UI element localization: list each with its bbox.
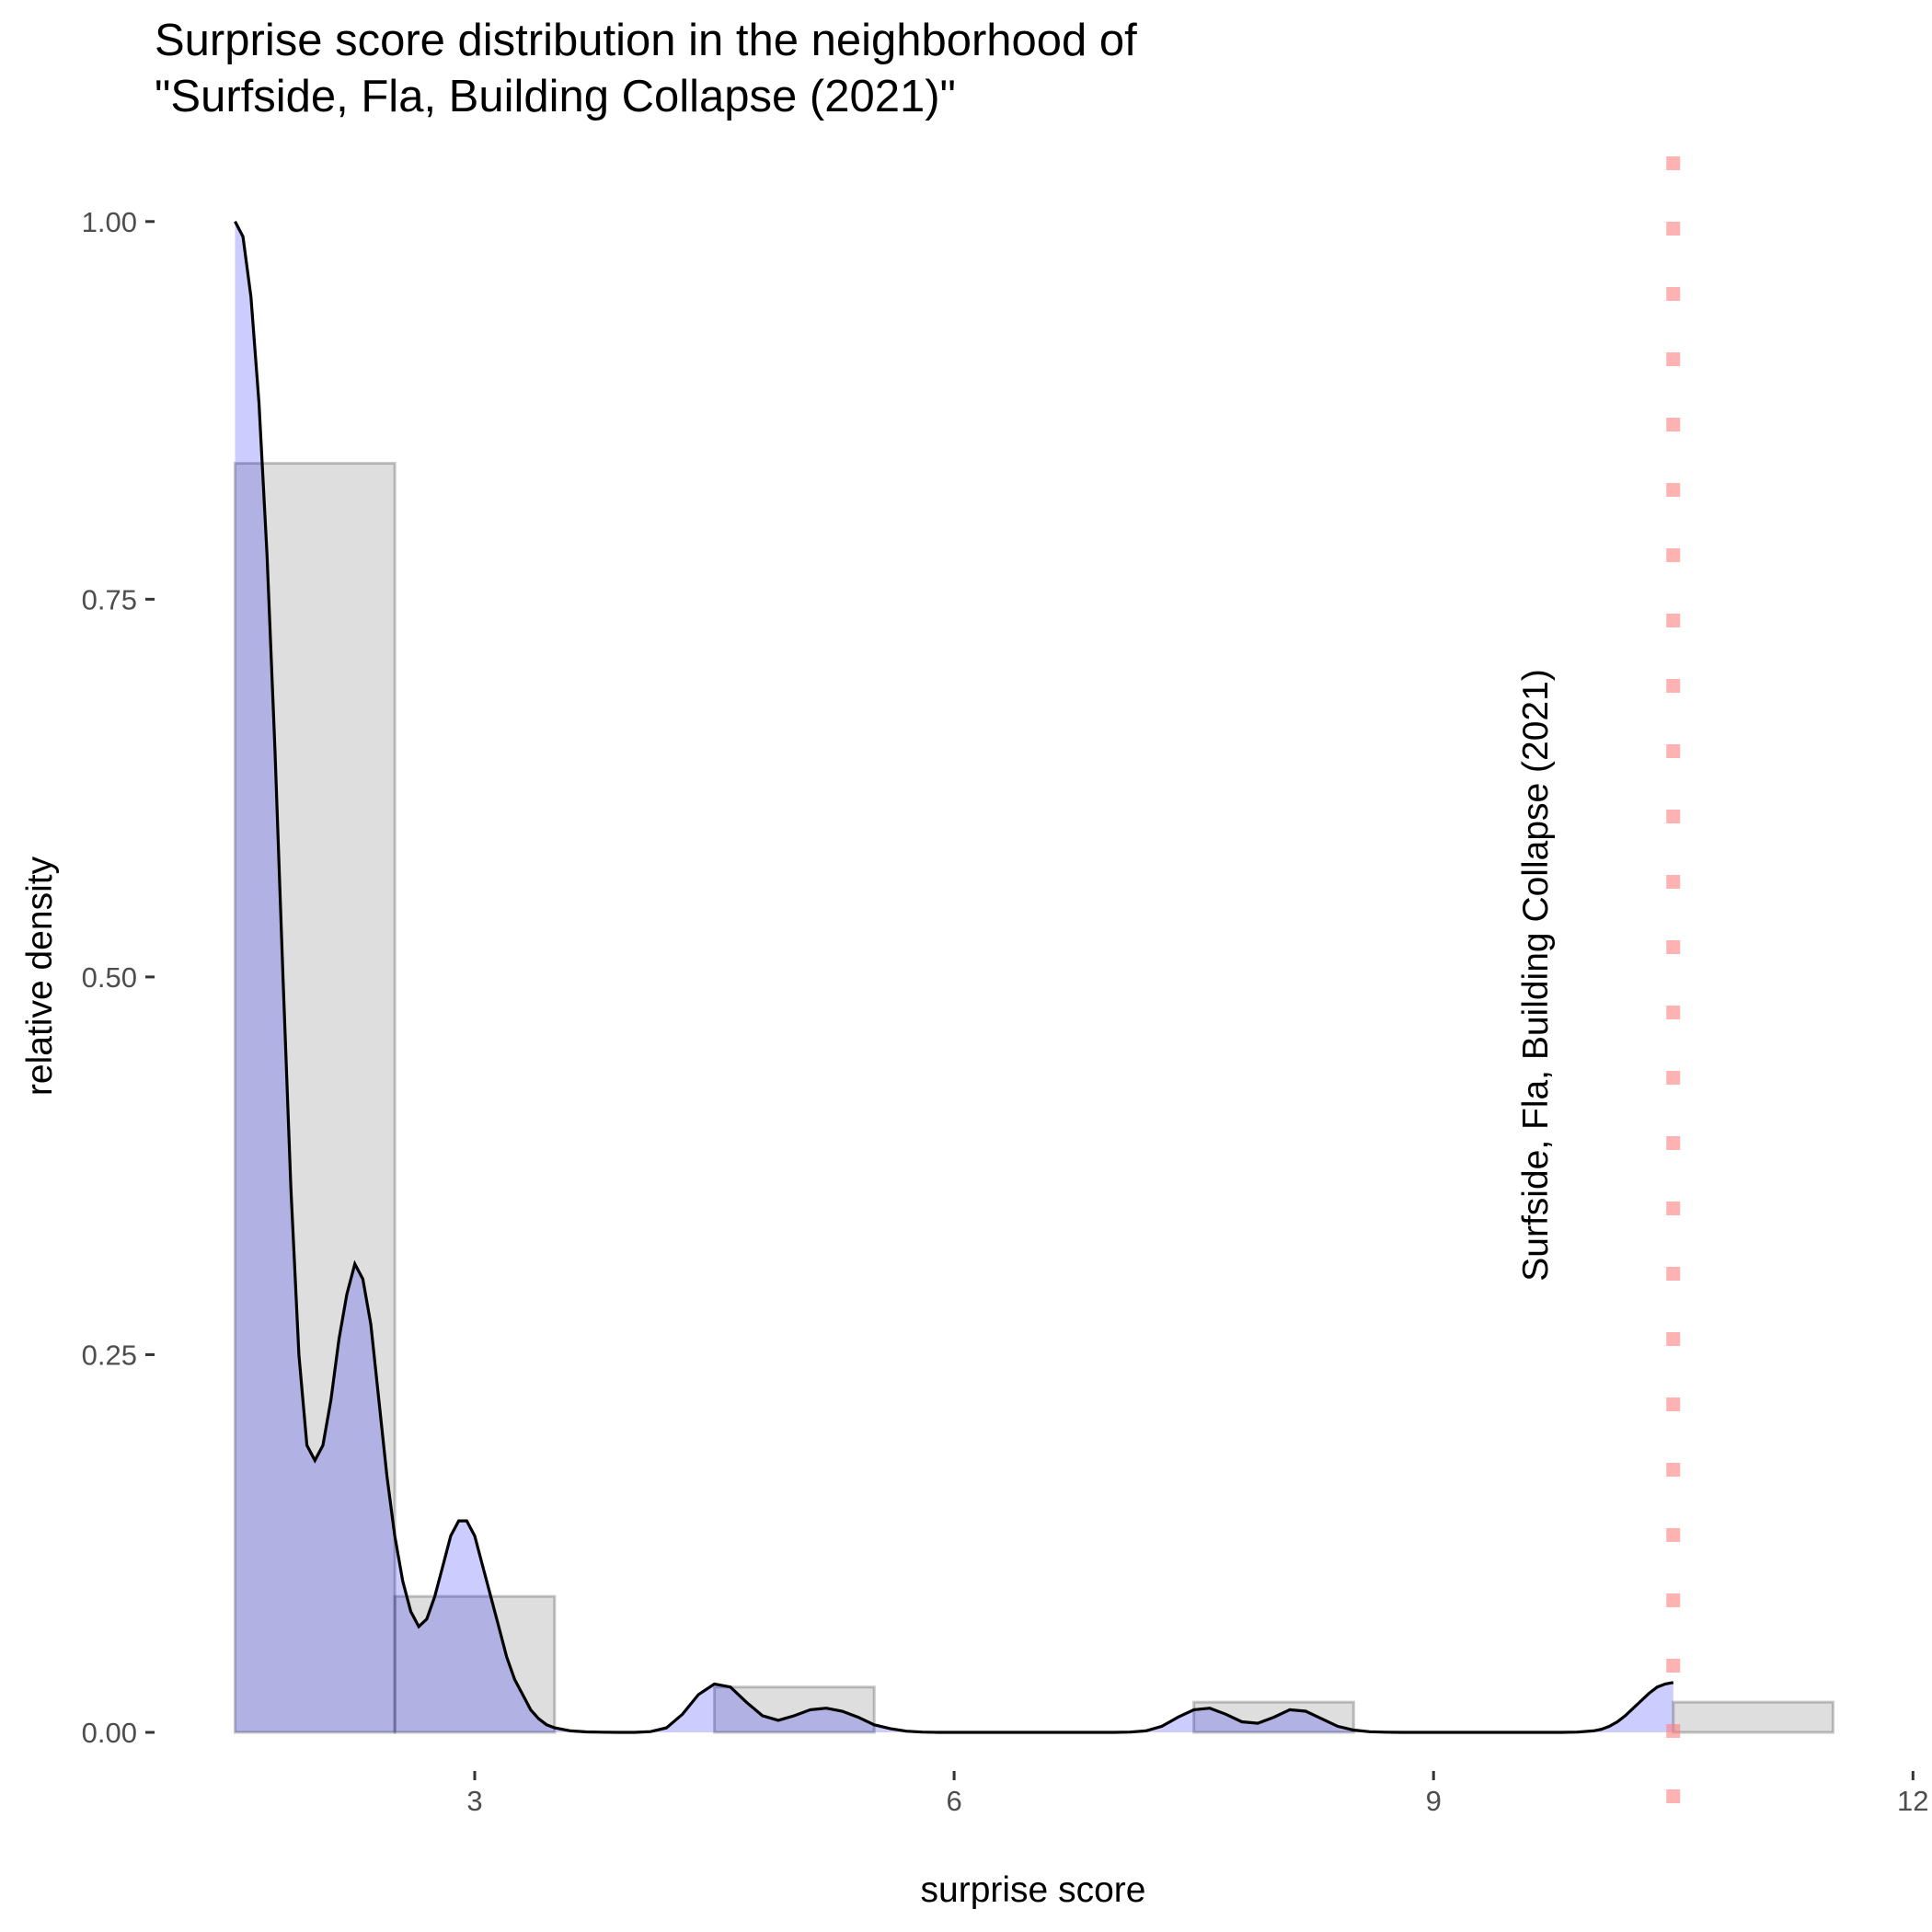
y-tick-label: 0.75	[82, 583, 137, 615]
y-axis-title: relative density	[20, 856, 60, 1096]
x-tick-label: 6	[946, 1785, 961, 1817]
y-tick-label: 0.25	[82, 1339, 137, 1371]
x-tick-label: 3	[466, 1785, 482, 1817]
x-axis: 3 6 9 12	[466, 1771, 1929, 1817]
histogram-bars	[233, 462, 1834, 1734]
reference-line-label: Surfside, Fla, Building Collapse (2021)	[1516, 669, 1556, 1282]
histogram-bar	[233, 462, 397, 1734]
chart-title-line-2: "Surfside, Fla, Building Collapse (2021)…	[155, 72, 956, 121]
y-axis: 0.00 0.25 0.50 0.75 1.00	[82, 206, 155, 1749]
density-curve-group	[234, 221, 1674, 1734]
histogram-bar	[1672, 1700, 1834, 1734]
density-line	[234, 221, 1674, 1734]
y-tick-label: 1.00	[82, 206, 137, 238]
y-tick-label: 0.50	[82, 961, 137, 994]
x-tick-label: 12	[1897, 1785, 1928, 1817]
histogram-bar	[713, 1685, 876, 1734]
histogram-bar	[393, 1594, 557, 1734]
x-tick-label: 9	[1426, 1785, 1442, 1817]
density-area	[235, 221, 1673, 1732]
reference-line-group: Surfside, Fla, Building Collapse (2021)	[1516, 156, 1681, 1811]
chart-title-line-1: Surprise score distribution in the neigh…	[155, 16, 1137, 65]
y-tick-label: 0.00	[82, 1717, 137, 1749]
x-axis-title: surprise score	[921, 1870, 1146, 1910]
